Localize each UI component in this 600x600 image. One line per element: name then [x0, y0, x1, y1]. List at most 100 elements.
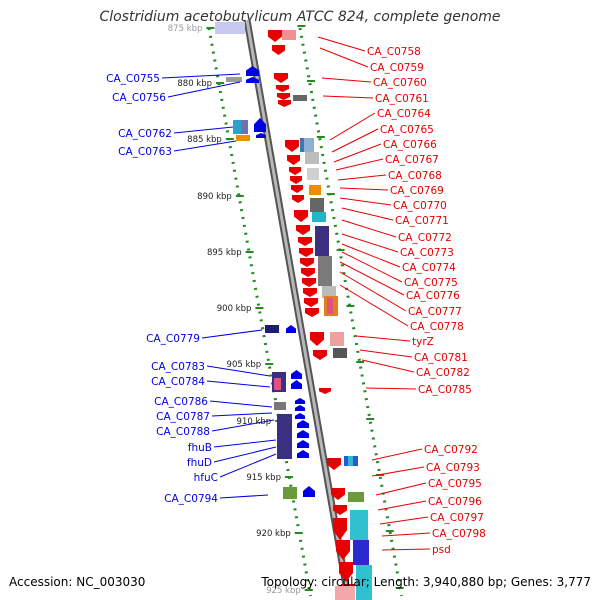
leader-line: [213, 446, 277, 463]
scale-label: 890 kbp: [197, 192, 232, 202]
leader-line: [339, 271, 407, 312]
scale-label: 880 kbp: [177, 79, 212, 89]
forward-gene: [268, 30, 282, 42]
forward-feature-bar: [310, 198, 324, 212]
leader-line: [371, 448, 423, 461]
forward-feature-bar: [333, 348, 347, 358]
gene-label-CA_C0796: CA_C0796: [428, 496, 482, 508]
accession-text: Accession: NC_003030: [9, 575, 146, 589]
leader-line: [359, 349, 413, 358]
gene-label-CA_C0777: CA_C0777: [408, 306, 462, 318]
reverse-gene: [295, 413, 305, 419]
leader-line: [161, 73, 241, 79]
leader-line: [167, 81, 241, 98]
forward-feature-bar: [304, 138, 314, 152]
forward-feature-bar: [309, 185, 321, 195]
gene-label-CA_C0797: CA_C0797: [430, 512, 484, 524]
gene-label-CA_C0756: CA_C0756: [112, 92, 166, 104]
gene-label-CA_C0759: CA_C0759: [370, 62, 424, 74]
leader-line: [201, 329, 263, 339]
leader-line: [173, 126, 234, 134]
genome-info-text: Topology: circular; Length: 3,940,880 bp…: [261, 575, 591, 589]
gene-label-CA_C0762: CA_C0762: [118, 128, 172, 140]
backbone: [243, 19, 352, 600]
forward-gene: [319, 388, 331, 394]
gene-label-CA_C0771: CA_C0771: [395, 215, 449, 227]
forward-gene: [339, 562, 353, 582]
leader-line: [219, 453, 277, 478]
gene-label-CA_C0788: CA_C0788: [156, 426, 210, 438]
forward-feature-bar: [327, 298, 333, 314]
gene-label-CA_C0776: CA_C0776: [406, 290, 460, 302]
leader-line: [331, 128, 379, 153]
gene-label-CA_C0779: CA_C0779: [146, 333, 200, 345]
reverse-gene: [254, 118, 266, 132]
reverse-feature-bar: [274, 378, 281, 390]
leader-line: [339, 187, 389, 191]
scale-label: 895 kbp: [207, 248, 242, 258]
leader-line: [213, 439, 277, 448]
scale-labels: 875 kbp 880 kbp 885 kbp 890 kbp 895 kbp 900 k…: [168, 24, 301, 596]
forward-gene: [304, 298, 318, 307]
forward-gene: [327, 458, 341, 470]
forward-gene: [299, 248, 313, 257]
reverse-gene: [297, 430, 309, 438]
forward-gene: [276, 85, 289, 92]
forward-gene: [285, 140, 299, 152]
forward-feature-bar: [318, 256, 332, 286]
leader-line: [365, 387, 417, 390]
reverse-gene: [291, 370, 302, 379]
leader-line: [211, 419, 275, 432]
leader-line: [206, 380, 271, 388]
reverse-feature-bar: [265, 325, 279, 333]
forward-feature-bar: [282, 30, 296, 40]
forward-gene: [310, 332, 324, 346]
gene-label-CA_C0763: CA_C0763: [118, 146, 172, 158]
gene-label-CA_C0798: CA_C0798: [432, 528, 486, 540]
reverse-gene: [256, 133, 266, 138]
forward-gene: [290, 176, 302, 184]
reverse-feature-bar: [241, 120, 248, 134]
reverse-gene: [297, 450, 309, 458]
gene-label-fhuD: fhuD: [187, 457, 212, 469]
gene-label-CA_C0758: CA_C0758: [367, 46, 421, 58]
forward-gene: [277, 93, 290, 100]
reverse-gene: [297, 440, 309, 448]
leader-line: [341, 219, 397, 238]
scale-label: 920 kbp: [256, 529, 291, 539]
gene-label-tyrZ: tyrZ: [412, 336, 434, 348]
forward-feature-bar: [330, 332, 344, 346]
forward-gene: [278, 100, 291, 107]
gene-label-CA_C0782: CA_C0782: [416, 367, 470, 379]
label-leaders: [161, 36, 431, 551]
scale-label: 905 kbp: [227, 360, 262, 370]
forward-gene: [300, 258, 314, 267]
reverse-gene: [286, 325, 296, 333]
leader-line: [377, 500, 427, 511]
gene-label-CA_C0764: CA_C0764: [377, 108, 431, 120]
gene-tracks: [215, 22, 372, 600]
gene-label-CA_C0774: CA_C0774: [402, 262, 456, 274]
forward-gene: [331, 488, 345, 500]
reverse-feature-bar: [233, 120, 241, 134]
leader-line: [339, 197, 392, 206]
reverse-feature-bar: [226, 77, 242, 82]
leader-line: [341, 207, 394, 221]
gene-label-CA_C0755: CA_C0755: [106, 73, 160, 85]
leader-line: [381, 532, 431, 537]
forward-gene: [289, 167, 301, 175]
leader-line: [209, 400, 273, 408]
forward-gene: [301, 268, 315, 277]
faded-gene: [215, 22, 245, 34]
scale-label: 925 kbp: [266, 586, 301, 596]
forward-gene: [296, 225, 310, 235]
gene-label-CA_C0773: CA_C0773: [400, 247, 454, 259]
forward-gene: [274, 73, 288, 83]
leader-line: [341, 243, 401, 268]
gene-label-CA_C0760: CA_C0760: [373, 77, 427, 89]
gene-label-CA_C0783: CA_C0783: [151, 361, 205, 373]
gene-label-CA_C0787: CA_C0787: [156, 411, 210, 423]
leader-line: [361, 359, 415, 373]
forward-feature-bar: [350, 510, 368, 540]
